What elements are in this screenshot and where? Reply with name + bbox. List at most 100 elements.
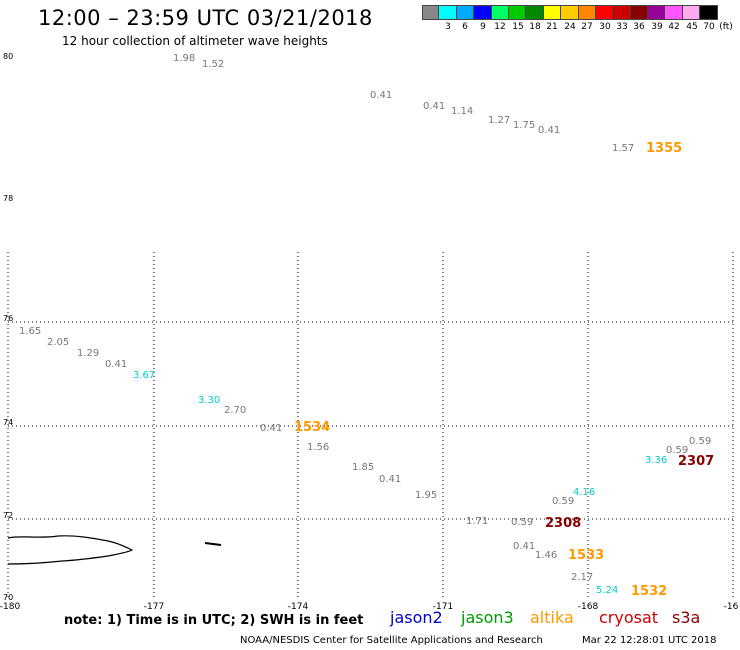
pass-time-label: 2307 bbox=[678, 454, 714, 469]
legend-swatch bbox=[613, 5, 631, 20]
wave-height-label: 1.85 bbox=[352, 462, 374, 473]
wave-height-label: 1.57 bbox=[612, 143, 634, 154]
lat-label: 74 bbox=[3, 418, 13, 427]
legend-label: 42 bbox=[668, 22, 680, 32]
wave-height-label: 2.17 bbox=[571, 572, 593, 583]
legend-label: 21 bbox=[546, 22, 558, 32]
wave-height-label: 5.24 bbox=[596, 585, 618, 596]
pass-time-label: 1355 bbox=[646, 141, 682, 156]
legend-swatch bbox=[526, 5, 544, 20]
islet bbox=[204, 542, 222, 546]
wave-height-label: 3.67 bbox=[133, 370, 155, 381]
wave-height-label: 0.41 bbox=[370, 90, 392, 101]
legend-swatch bbox=[648, 5, 666, 20]
units-note: note: 1) Time is in UTC; 2) SWH is in fe… bbox=[64, 613, 364, 628]
legend-label: 15 bbox=[512, 22, 524, 32]
satellite-cryosat: cryosat bbox=[599, 608, 659, 627]
footer-timestamp: Mar 22 12:28:01 UTC 2018 bbox=[582, 635, 717, 646]
pass-time-label: 2308 bbox=[545, 516, 581, 531]
satellite-s3a: s3a bbox=[672, 608, 701, 627]
legend-swatch bbox=[630, 5, 649, 20]
legend-labels: 3 6 9 12 15 18 21 24 27 30 33 36 39 42 4… bbox=[422, 22, 740, 34]
wave-height-label: 1.27 bbox=[488, 115, 510, 126]
wave-height-label: 1.46 bbox=[535, 550, 557, 561]
lat-label: 76 bbox=[3, 314, 13, 323]
wave-height-label: 1.52 bbox=[202, 59, 224, 70]
pass-time-label: 1534 bbox=[294, 420, 330, 435]
wave-height-label: 0.41 bbox=[538, 125, 560, 136]
wave-height-label: 0.59 bbox=[511, 517, 533, 528]
lon-label: -174 bbox=[288, 602, 309, 612]
lon-label: -180 bbox=[0, 602, 20, 612]
legend-swatch bbox=[682, 5, 701, 20]
wave-height-label: 1.95 bbox=[415, 490, 437, 501]
pass-time-label: 1533 bbox=[568, 548, 604, 563]
legend-label: 18 bbox=[529, 22, 541, 32]
satellite-jason2: jason2 bbox=[390, 608, 443, 627]
footer-credit: NOAA/NESDIS Center for Satellite Applica… bbox=[240, 635, 543, 646]
wave-height-label: 1.71 bbox=[466, 516, 488, 527]
wave-height-label: 1.98 bbox=[173, 53, 195, 64]
satellite-altika: altika bbox=[530, 608, 574, 627]
wave-height-label: 1.14 bbox=[451, 106, 473, 117]
lon-label: -168 bbox=[578, 602, 599, 612]
legend-label: 27 bbox=[581, 22, 593, 32]
legend-label: 39 bbox=[651, 22, 663, 32]
legend-swatch bbox=[474, 5, 492, 20]
legend-label: 36 bbox=[633, 22, 645, 32]
lon-label: -16 bbox=[724, 602, 739, 612]
legend-swatch bbox=[578, 5, 596, 20]
legend-label: 30 bbox=[599, 22, 611, 32]
wave-height-label: 0.41 bbox=[260, 423, 282, 434]
legend-label: 9 bbox=[480, 22, 486, 32]
wave-height-label: 2.05 bbox=[47, 337, 69, 348]
wave-height-label: 3.30 bbox=[198, 395, 220, 406]
graticule bbox=[7, 252, 734, 600]
wave-height-label: 0.41 bbox=[513, 541, 535, 552]
legend-swatch bbox=[665, 5, 683, 20]
legend-swatch bbox=[508, 5, 527, 20]
legend-label: 24 bbox=[564, 22, 576, 32]
legend-label: 6 bbox=[462, 22, 468, 32]
legend-label: 12 bbox=[494, 22, 506, 32]
legend-swatch bbox=[595, 5, 614, 20]
legend-swatch bbox=[543, 5, 562, 20]
lat-label: 78 bbox=[3, 194, 13, 203]
legend-swatch bbox=[700, 5, 718, 20]
legend-swatch bbox=[439, 5, 457, 20]
wave-height-label: 0.59 bbox=[689, 436, 711, 447]
wave-height-label: 0.59 bbox=[666, 445, 688, 456]
wave-height-label: 1.29 bbox=[77, 348, 99, 359]
lon-label: -171 bbox=[433, 602, 453, 612]
lon-label: -177 bbox=[144, 602, 164, 612]
wave-height-label: 0.41 bbox=[105, 359, 127, 370]
legend-label: (ft) bbox=[719, 22, 733, 32]
legend-label: 33 bbox=[616, 22, 628, 32]
legend-label: 45 bbox=[686, 22, 698, 32]
legend-swatch bbox=[561, 5, 579, 20]
legend-label: 70 bbox=[703, 22, 715, 32]
wave-height-label: 4.16 bbox=[573, 487, 595, 498]
legend-swatch bbox=[456, 5, 475, 20]
color-scale-legend bbox=[422, 5, 718, 20]
wave-height-label: 1.56 bbox=[307, 442, 329, 453]
wave-height-label: 0.59 bbox=[552, 496, 574, 507]
pass-time-label: 1532 bbox=[631, 584, 667, 599]
satellite-jason3: jason3 bbox=[461, 608, 514, 627]
page-subtitle: 12 hour collection of altimeter wave hei… bbox=[62, 34, 328, 48]
wave-height-label: 3.36 bbox=[645, 455, 667, 466]
wave-height-label: 1.65 bbox=[19, 326, 41, 337]
page-title: 12:00 – 23:59 UTC 03/21/2018 bbox=[38, 6, 373, 30]
lat-label: 72 bbox=[3, 511, 13, 520]
wave-height-label: 2.70 bbox=[224, 405, 246, 416]
lat-label: 80 bbox=[3, 52, 13, 61]
wave-height-label: 0.41 bbox=[423, 101, 445, 112]
coastline bbox=[7, 535, 134, 565]
legend-label: 3 bbox=[445, 22, 451, 32]
legend-swatch bbox=[491, 5, 509, 20]
lat-label: 70 bbox=[3, 593, 13, 602]
legend-swatch bbox=[422, 5, 440, 20]
wave-height-label: 1.75 bbox=[513, 120, 535, 131]
wave-height-label: 0.41 bbox=[379, 474, 401, 485]
